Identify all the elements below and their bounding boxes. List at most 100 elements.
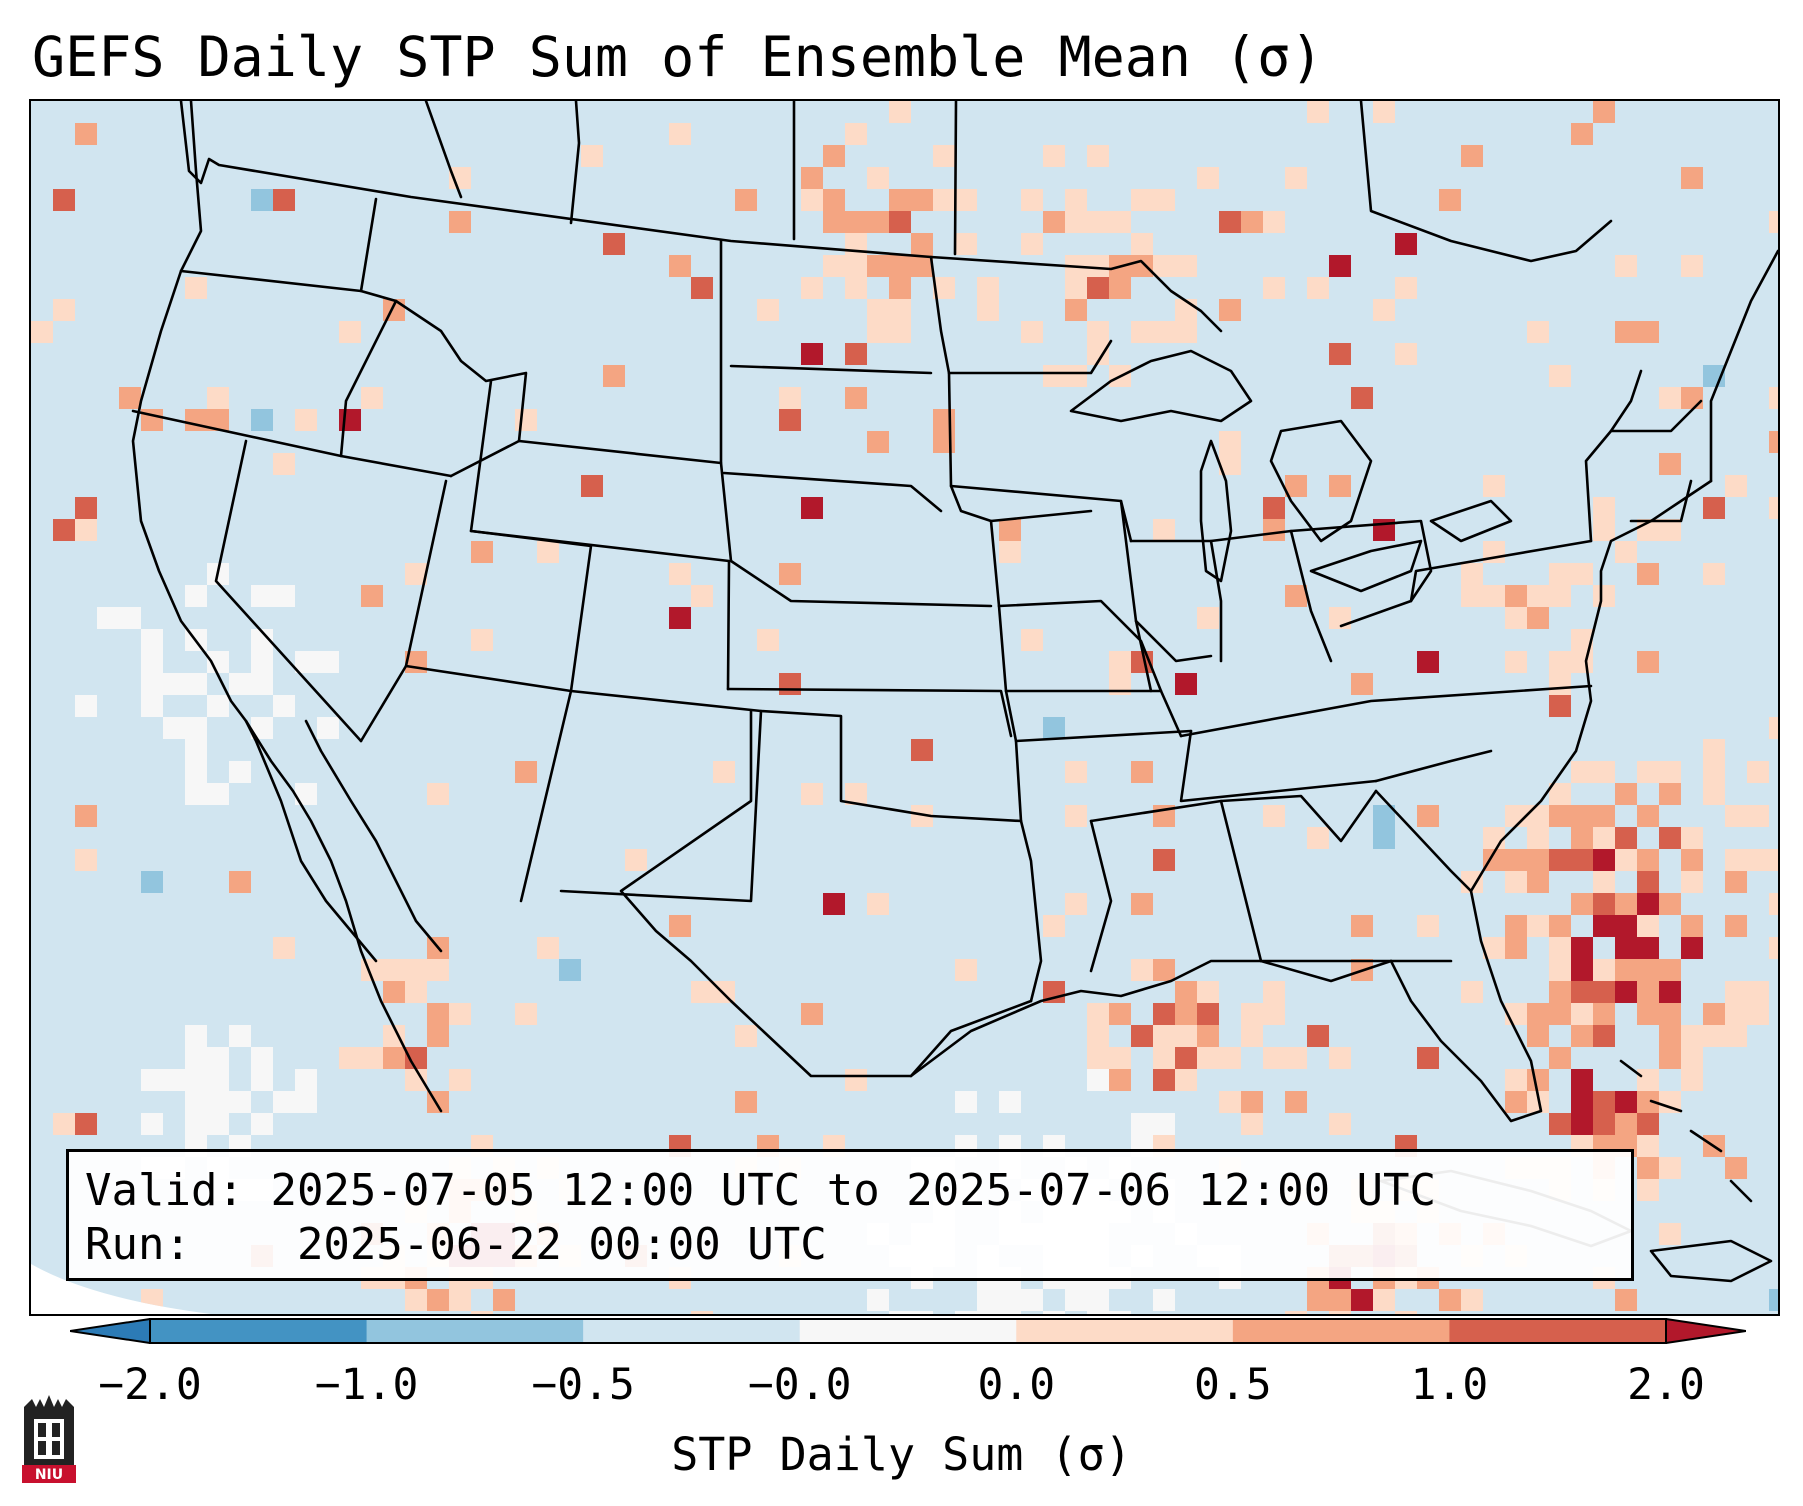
stp-cell [1637,915,1659,937]
stp-cell [471,541,493,563]
stp-cell [75,1113,97,1135]
stp-cell [295,1091,317,1113]
stp-cell [1769,431,1778,453]
stp-cell [163,1069,185,1091]
stp-cell [1637,1003,1659,1025]
colorbar-tick-label: −2.0 [98,1360,202,1410]
coastline [1709,249,1778,483]
colorbar-bin [799,1319,1017,1343]
stp-cell [1351,387,1373,409]
stp-cell [1593,497,1615,519]
coastline [909,959,1393,1078]
stp-cell [1593,519,1615,541]
stp-cell [1505,937,1527,959]
stp-cell [1263,1003,1285,1025]
map-panel[interactable] [29,99,1780,1316]
stp-cell [383,1025,405,1047]
stp-cell [1549,783,1571,805]
stp-cell [581,475,603,497]
stp-cell [75,123,97,145]
stp-cell [1065,211,1087,233]
stp-cell [801,343,823,365]
stp-cell [1417,1047,1439,1069]
stp-cell [1153,189,1175,211]
stp-cell [1593,585,1615,607]
stp-cell [493,1289,515,1311]
colorbar-extend-low [70,1319,150,1343]
stp-cell [1571,123,1593,145]
stp-cell [1087,1289,1109,1311]
stp-cell [955,1311,977,1314]
stp-cell [1153,1289,1175,1311]
stp-cell [1527,849,1549,871]
stp-cell [603,233,625,255]
stp-cell [251,651,273,673]
stp-cell [1637,1157,1659,1179]
stp-cell [1109,1047,1131,1069]
stp-cell [1615,255,1637,277]
stp-cell [449,1289,471,1311]
stp-cell [1681,871,1703,893]
stp-cell [1659,1047,1681,1069]
stp-cell [31,321,53,343]
stp-cell [229,673,251,695]
stp-cell [1263,519,1285,541]
stp-cell [317,651,339,673]
stp-cell [1219,1091,1241,1113]
stp-cell [801,189,823,211]
stp-cell [1153,255,1175,277]
stp-cell [75,695,97,717]
stp-cell [53,519,75,541]
stp-cell [185,1113,207,1135]
stp-cell [1659,387,1681,409]
stp-cell [1175,1003,1197,1025]
stp-cell [1549,937,1571,959]
stp-cell [1351,915,1373,937]
stp-cell [1263,497,1285,519]
stp-cell [1351,1289,1373,1311]
state-border [469,529,731,691]
stp-cell [669,255,691,277]
stp-cell [1527,1069,1549,1091]
stp-cell [1593,893,1615,915]
stp-cell [1571,827,1593,849]
niu-logo: NIU [22,1395,76,1483]
stp-cell [1637,805,1659,827]
stp-cell [1065,805,1087,827]
stp-cell [273,1091,295,1113]
state-border [339,289,398,458]
stp-cell [449,1069,471,1091]
stp-cell [1681,387,1703,409]
stp-cell [845,387,867,409]
stp-cell [779,673,801,695]
stp-cell [141,651,163,673]
stp-cell [867,211,889,233]
state-border [729,364,933,375]
stp-cell [1131,959,1153,981]
stp-cell [273,695,295,717]
stp-cell [779,563,801,585]
stp-cell [1593,101,1615,123]
stp-cell [933,277,955,299]
stp-cell [1131,255,1153,277]
map-canvas [31,101,1778,1314]
validity-info-box: Valid: 2025-07-05 12:00 UTC to 2025-07-0… [66,1149,1634,1281]
stp-cell [141,1113,163,1135]
stp-cell [1571,937,1593,959]
stp-cell [889,101,911,123]
stp-cell [1065,365,1087,387]
stp-cell [1329,475,1351,497]
stp-cell [207,1113,229,1135]
stp-cell [1175,673,1197,695]
stp-cell [1153,1025,1175,1047]
stp-cell [1637,1091,1659,1113]
stp-cell [185,1069,207,1091]
stp-cell [1593,981,1615,1003]
stp-cell [625,849,647,871]
stp-cell [1505,915,1527,937]
stp-cell [1021,189,1043,211]
state-and-country-boundaries [131,101,1778,1283]
state-border [1209,529,1333,663]
stp-cell [911,739,933,761]
canada-province-border [424,101,463,199]
